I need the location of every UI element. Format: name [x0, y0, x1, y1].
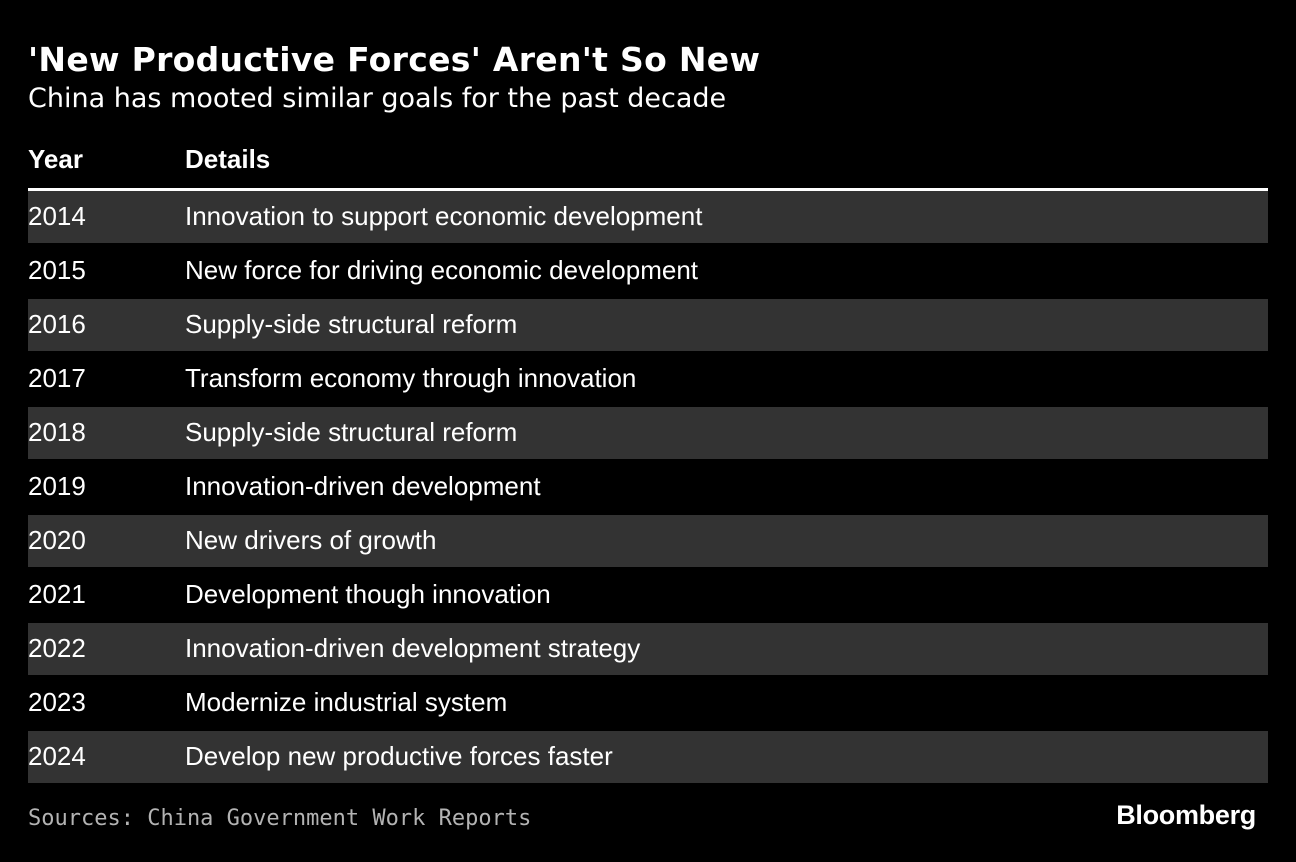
header-year: Year: [28, 144, 83, 174]
cell-details: Transform economy through innovation: [185, 363, 637, 393]
table-row: 2020 New drivers of growth: [28, 515, 1268, 567]
table-row: 2015 New force for driving economic devel…: [28, 245, 1268, 297]
cell-details: Development though innovation: [185, 579, 551, 609]
cell-year: 2024: [28, 741, 86, 771]
table-row: 2024 Develop new productive forces faster: [28, 731, 1268, 783]
cell-year: 2014: [28, 201, 86, 231]
bloomberg-logo: Bloomberg: [1116, 800, 1256, 830]
table-row: 2022 Innovation-driven development strate…: [28, 623, 1268, 675]
cell-year: 2016: [28, 309, 86, 339]
cell-details: Modernize industrial system: [185, 687, 508, 717]
header-details: Details: [185, 144, 271, 174]
cell-details: Innovation to support economic developme…: [185, 201, 703, 231]
table-row: 2014 Innovation to support economic devel…: [28, 191, 1268, 243]
cell-year: 2020: [28, 525, 86, 555]
cell-year: 2017: [28, 363, 86, 393]
cell-details: Innovation-driven development: [185, 471, 541, 501]
cell-details: New drivers of growth: [185, 525, 437, 555]
cell-details: Innovation-driven development strategy: [185, 633, 641, 663]
cell-year: 2018: [28, 417, 86, 447]
table-row: 2019 Innovation-driven development: [28, 461, 1268, 513]
table-body: 2014 Innovation to support economic devel…: [28, 191, 1268, 783]
cell-details: New force for driving economic developme…: [185, 255, 699, 285]
cell-year: 2019: [28, 471, 86, 501]
cell-details: Develop new productive forces faster: [185, 741, 613, 771]
table-row: 2018 Supply-side structural reform: [28, 407, 1268, 459]
cell-year: 2015: [28, 255, 86, 285]
cell-year: 2022: [28, 633, 86, 663]
chart-title: 'New Productive Forces' Aren't So New: [28, 40, 761, 79]
table-row: 2017 Transform economy through innovation: [28, 353, 1268, 405]
cell-details: Supply-side structural reform: [185, 417, 518, 447]
cell-year: 2023: [28, 687, 86, 717]
chart-subtitle: China has mooted similar goals for the p…: [28, 83, 727, 114]
cell-details: Supply-side structural reform: [185, 309, 518, 339]
table-header: Year Details: [28, 136, 1268, 191]
table-row: 2016 Supply-side structural reform: [28, 299, 1268, 351]
source-note: Sources: China Government Work Reports: [28, 806, 532, 831]
cell-year: 2021: [28, 579, 86, 609]
table-row: 2021 Development though innovation: [28, 569, 1268, 621]
data-table: Year Details 2014 Innovation to support e…: [28, 136, 1268, 785]
table-row: 2023 Modernize industrial system: [28, 677, 1268, 729]
